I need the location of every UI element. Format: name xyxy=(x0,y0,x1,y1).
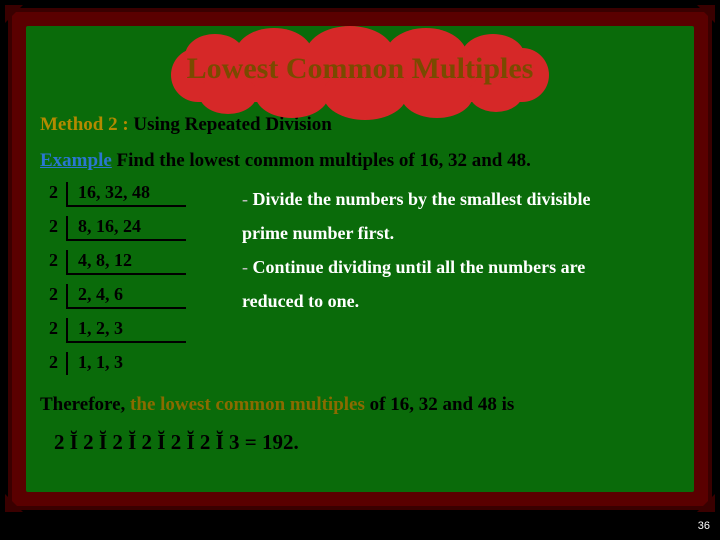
table-row: 2 8, 16, 24 xyxy=(40,216,220,250)
note-dash: - xyxy=(242,189,253,209)
note-text: prime number first. xyxy=(242,223,394,243)
divisor-cell: 2 xyxy=(40,284,66,305)
division-table: 2 16, 32, 48 2 8, 16, 24 2 4, 8, 12 2 2,… xyxy=(40,182,220,386)
table-row: 2 2, 4, 6 xyxy=(40,284,220,318)
page-title: Lowest Common Multiples xyxy=(40,38,680,86)
note-line: - Divide the numbers by the smallest div… xyxy=(242,182,680,216)
example-text: Find the lowest common multiples of 16, … xyxy=(112,150,531,171)
note-text: Divide the numbers by the smallest divis… xyxy=(253,189,591,209)
dividends-cell: 16, 32, 48 xyxy=(66,182,186,207)
dividends-cell: 1, 1, 3 xyxy=(66,352,186,375)
divisor-cell: 2 xyxy=(40,352,66,373)
note-line: prime number first. xyxy=(242,216,680,250)
note-text: Continue dividing until all the numbers … xyxy=(253,257,586,277)
note-dash: - xyxy=(242,257,253,277)
frame-corner-icon xyxy=(5,5,23,23)
chalkboard: Lowest Common Multiples Method 2 : Using… xyxy=(26,26,694,492)
therefore-gold: the lowest common multiples xyxy=(130,394,365,415)
dividends-cell: 2, 4, 6 xyxy=(66,284,186,309)
note-line: - Continue dividing until all the number… xyxy=(242,250,680,284)
note-text: reduced to one. xyxy=(242,291,359,311)
table-row: 2 1, 1, 3 xyxy=(40,352,220,386)
note-line: reduced to one. xyxy=(242,284,680,318)
divisor-cell: 2 xyxy=(40,216,66,237)
table-row: 2 1, 2, 3 xyxy=(40,318,220,352)
dividends-cell: 1, 2, 3 xyxy=(66,318,186,343)
frame-corner-icon xyxy=(697,494,715,512)
calculation-line: 2 Ĭ 2 Ĭ 2 Ĭ 2 Ĭ 2 Ĭ 2 Ĭ 3 = 192. xyxy=(54,430,680,455)
divisor-cell: 2 xyxy=(40,318,66,339)
table-row: 2 4, 8, 12 xyxy=(40,250,220,284)
dividends-cell: 8, 16, 24 xyxy=(66,216,186,241)
table-row: 2 16, 32, 48 xyxy=(40,182,220,216)
example-line: Example Find the lowest common multiples… xyxy=(40,150,680,172)
example-label: Example xyxy=(40,150,112,171)
therefore-prefix: Therefore, xyxy=(40,394,130,415)
title-area: Lowest Common Multiples xyxy=(40,38,680,108)
divisor-cell: 2 xyxy=(40,250,66,271)
therefore-suffix: of 16, 32 and 48 is xyxy=(365,394,514,415)
frame-corner-icon xyxy=(697,5,715,23)
chalkboard-frame: Lowest Common Multiples Method 2 : Using… xyxy=(8,8,712,510)
page-number: 36 xyxy=(698,520,710,532)
divisor-cell: 2 xyxy=(40,182,66,203)
dividends-cell: 4, 8, 12 xyxy=(66,250,186,275)
method-label: Method 2 : xyxy=(40,114,129,135)
notes: - Divide the numbers by the smallest div… xyxy=(242,182,680,386)
therefore-line: Therefore, the lowest common multiples o… xyxy=(40,394,680,416)
frame-corner-icon xyxy=(5,494,23,512)
work-area: 2 16, 32, 48 2 8, 16, 24 2 4, 8, 12 2 2,… xyxy=(40,182,680,386)
